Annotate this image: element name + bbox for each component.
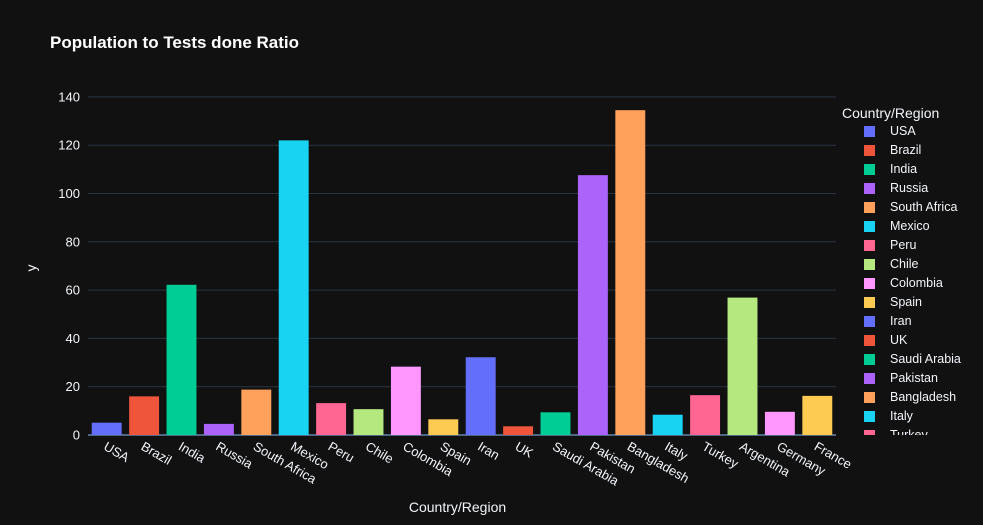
bar-saudi-arabia[interactable] — [540, 412, 571, 435]
legend: Country/Region USA Brazil India Russia South… — [838, 104, 978, 435]
legend-item[interactable]: South Africa — [838, 198, 978, 217]
legend-label: Italy — [890, 409, 913, 423]
legend-swatch — [864, 202, 875, 213]
legend-swatch — [864, 430, 875, 435]
y-axis-label: y — [23, 264, 39, 272]
bar-brazil[interactable] — [129, 396, 160, 435]
chart-title: Population to Tests done Ratio — [50, 33, 300, 52]
x-axis-label: Country/Region — [408, 499, 507, 515]
legend-item[interactable]: Chile — [838, 255, 978, 274]
bar-russia[interactable] — [203, 423, 234, 435]
legend-swatch — [864, 354, 875, 365]
y-tick-labels: 0 20 40 60 80 100 120 140 — [58, 89, 80, 442]
legend-item[interactable]: Brazil — [838, 141, 978, 160]
legend-item[interactable]: Mexico — [838, 217, 978, 236]
bar-peru[interactable] — [316, 403, 347, 435]
bars — [91, 110, 833, 435]
legend-item[interactable]: UK — [838, 331, 978, 350]
legend-label: Iran — [890, 314, 912, 328]
x-tick-label: Russia — [213, 439, 256, 472]
bar-turkey[interactable] — [690, 395, 721, 435]
legend-swatch — [864, 183, 875, 194]
y-tick-label: 140 — [58, 89, 80, 104]
legend-item[interactable]: Pakistan — [838, 369, 978, 388]
bar-south-africa[interactable] — [241, 389, 272, 435]
legend-item[interactable]: Spain — [838, 293, 978, 312]
legend-label: USA — [890, 124, 916, 138]
legend-item[interactable]: Colombia — [838, 274, 978, 293]
legend-swatch — [864, 126, 875, 137]
x-tick-label: India — [176, 439, 209, 466]
bar-usa[interactable] — [91, 422, 122, 435]
x-tick-label: Brazil — [139, 439, 175, 468]
y-tick-label: 120 — [58, 138, 80, 153]
legend-label: Mexico — [890, 219, 930, 233]
legend-swatch — [864, 164, 875, 175]
bar-argentina[interactable] — [727, 297, 758, 435]
y-tick-label: 20 — [66, 379, 80, 394]
legend-swatch — [864, 278, 875, 289]
legend-item[interactable]: Italy — [838, 407, 978, 426]
legend-label: Bangladesh — [890, 390, 957, 404]
legend-item[interactable]: USA — [838, 122, 978, 141]
legend-item[interactable]: Peru — [838, 236, 978, 255]
bar-mexico[interactable] — [278, 140, 309, 435]
legend-item[interactable]: Saudi Arabia — [838, 350, 978, 369]
legend-label: Brazil — [890, 143, 922, 157]
bar-germany[interactable] — [764, 411, 795, 435]
x-tick-label: Peru — [326, 439, 357, 466]
x-tick-label: Turkey — [700, 439, 742, 472]
legend-label: Saudi Arabia — [890, 352, 961, 366]
legend-swatch — [864, 221, 875, 232]
bar-france[interactable] — [802, 395, 833, 435]
legend-label: South Africa — [890, 200, 958, 214]
legend-label: Russia — [890, 181, 929, 195]
legend-title: Country/Region — [842, 105, 940, 121]
y-tick-label: 100 — [58, 186, 80, 201]
legend-swatch — [864, 373, 875, 384]
legend-item[interactable]: India — [838, 160, 978, 179]
legend-label: Turkey — [890, 428, 928, 435]
gridlines — [88, 96, 836, 436]
bar-italy[interactable] — [652, 414, 683, 435]
y-tick-label: 0 — [73, 428, 80, 443]
legend-item[interactable]: Bangladesh — [838, 388, 978, 407]
x-tick-label: USA — [101, 439, 132, 466]
legend-label: Colombia — [890, 276, 943, 290]
legend-label: UK — [890, 333, 908, 347]
legend-label: Spain — [890, 295, 922, 309]
legend-label: Chile — [890, 257, 919, 271]
legend-swatch — [864, 240, 875, 251]
legend-label: Peru — [890, 238, 917, 252]
bar-spain[interactable] — [428, 419, 459, 435]
legend-swatch — [864, 145, 875, 156]
x-tick-label: UK — [513, 439, 536, 461]
legend-item[interactable]: Turkey — [838, 426, 978, 435]
bar-uk[interactable] — [503, 426, 534, 435]
legend-swatch — [864, 259, 875, 270]
bar-india[interactable] — [166, 284, 197, 435]
x-tick-label: Chile — [363, 439, 396, 467]
legend-item[interactable]: Iran — [838, 312, 978, 331]
y-tick-label: 80 — [66, 234, 80, 249]
legend-swatch — [864, 316, 875, 327]
legend-swatch — [864, 297, 875, 308]
legend-label: Pakistan — [890, 371, 938, 385]
y-tick-label: 40 — [66, 331, 80, 346]
bar-bangladesh[interactable] — [615, 110, 646, 435]
legend-swatch — [864, 411, 875, 422]
legend-swatch — [864, 335, 875, 346]
bar-chile[interactable] — [353, 409, 384, 435]
bar-pakistan[interactable] — [577, 175, 608, 435]
legend-swatch — [864, 392, 875, 403]
bar-colombia[interactable] — [390, 366, 421, 435]
legend-item[interactable]: Russia — [838, 179, 978, 198]
bar-iran[interactable] — [465, 357, 496, 435]
legend-label: India — [890, 162, 918, 176]
legend-items: USA Brazil India Russia South Africa Mexico Pe… — [838, 122, 978, 435]
x-tick-label: Iran — [475, 439, 502, 463]
y-tick-label: 60 — [66, 283, 80, 298]
